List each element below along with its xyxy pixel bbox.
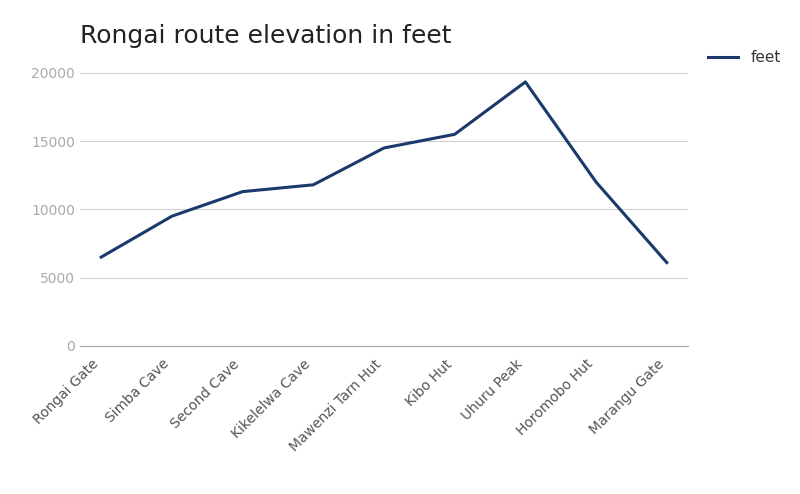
feet: [521, 79, 530, 85]
feet: [662, 260, 671, 266]
feet: [167, 213, 177, 219]
feet: [309, 182, 318, 188]
Text: Rongai route elevation in feet: Rongai route elevation in feet: [80, 24, 451, 47]
feet: [97, 254, 106, 260]
Line: feet: feet: [102, 82, 666, 263]
feet: [450, 131, 459, 137]
feet: [379, 145, 389, 151]
feet: [591, 179, 601, 185]
feet: [238, 189, 247, 195]
Legend: feet: feet: [702, 44, 787, 71]
